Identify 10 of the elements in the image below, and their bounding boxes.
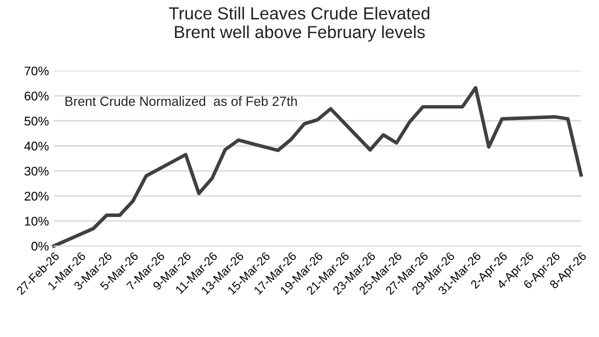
chart-title: Truce Still Leaves Crude Elevated Brent well above February levels — [168, 6, 430, 42]
y-tick-label: 40% — [24, 142, 49, 151]
y-tick-label: 30% — [24, 166, 49, 176]
y-tick-label: 10% — [24, 216, 49, 226]
y-tick-label: 20% — [24, 192, 49, 201]
y-tick-label: 50% — [24, 116, 49, 126]
y-tick-label: 0% — [31, 242, 49, 251]
y-tick-label: 70% — [24, 66, 49, 76]
annotation: Brent Crude Normalized as of Feb 27th — [66, 96, 297, 106]
y-tick-label: 60% — [24, 92, 49, 100]
